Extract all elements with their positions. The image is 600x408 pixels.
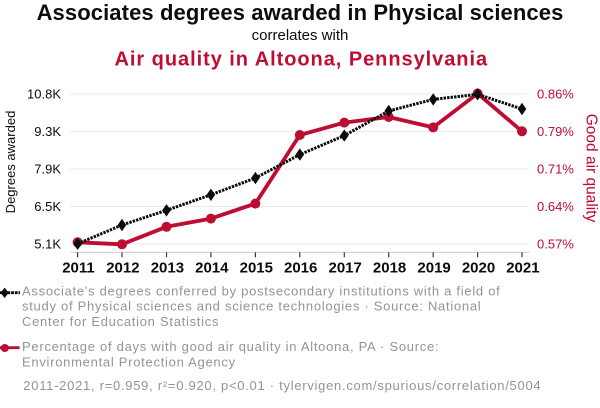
svg-text:0.64%: 0.64%	[537, 199, 574, 214]
svg-text:Center for Education Statistic: Center for Education Statistics	[22, 314, 219, 329]
svg-text:6.5K: 6.5K	[34, 199, 61, 214]
svg-text:2014: 2014	[195, 259, 229, 276]
svg-text:0.86%: 0.86%	[537, 87, 574, 102]
svg-text:2018: 2018	[373, 259, 406, 276]
svg-text:study of Physical sciences and: study of Physical sciences and science t…	[22, 299, 481, 314]
svg-text:Associates degrees awarded in: Associates degrees awarded in Physical s…	[37, 0, 564, 25]
svg-text:Associate's degrees conferred: Associate's degrees conferred by postsec…	[22, 283, 501, 298]
svg-text:2020: 2020	[462, 259, 495, 276]
svg-text:7.9K: 7.9K	[34, 162, 61, 177]
svg-text:2017: 2017	[329, 259, 362, 276]
svg-text:0.57%: 0.57%	[537, 237, 574, 252]
svg-text:2016: 2016	[284, 259, 317, 276]
svg-text:0.79%: 0.79%	[537, 124, 574, 139]
svg-text:2012: 2012	[106, 259, 139, 276]
svg-text:2019: 2019	[417, 259, 450, 276]
svg-text:2011-2021, r=0.959, r²=0.920,: 2011-2021, r=0.959, r²=0.920, p<0.01 · t…	[23, 378, 541, 393]
svg-text:9.3K: 9.3K	[34, 124, 61, 139]
svg-text:0.71%: 0.71%	[537, 162, 574, 177]
svg-text:Air quality in Altoona, Pennsy: Air quality in Altoona, Pennsylvania	[115, 49, 489, 71]
svg-text:2021: 2021	[506, 259, 539, 276]
svg-text:Environmental Protection Agenc: Environmental Protection Agency	[22, 354, 236, 369]
svg-text:5.1K: 5.1K	[34, 237, 61, 252]
svg-text:correlates with: correlates with	[252, 27, 349, 44]
svg-text:Good air quality: Good air quality	[583, 114, 600, 223]
svg-text:10.8K: 10.8K	[27, 87, 61, 102]
svg-text:2013: 2013	[151, 259, 184, 276]
svg-text:Percentage of days with good a: Percentage of days with good air quality…	[22, 339, 439, 354]
svg-text:2015: 2015	[240, 259, 273, 276]
svg-text:2011: 2011	[62, 259, 95, 276]
svg-text:Degrees awarded: Degrees awarded	[3, 111, 18, 214]
